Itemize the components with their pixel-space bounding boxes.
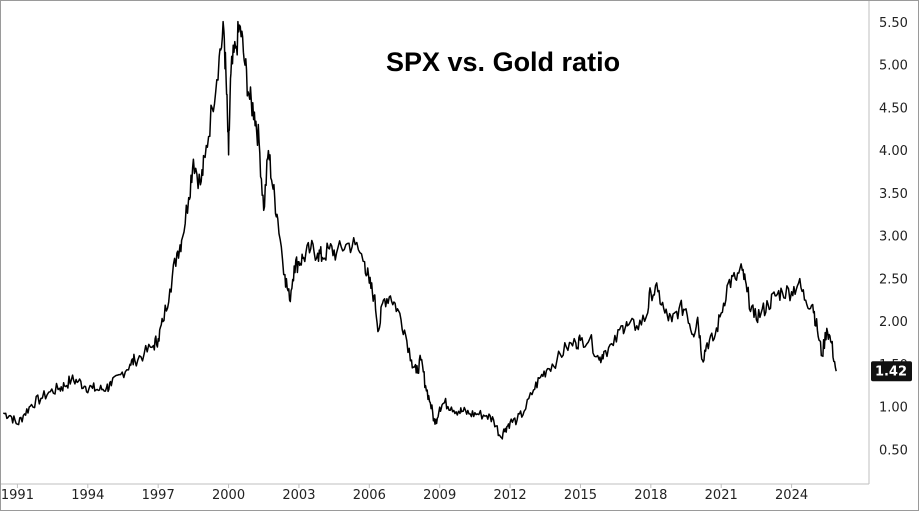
x-tick-label: 2000 [212,488,245,503]
x-tick-label: 1991 [1,488,34,503]
x-tick-label: 2003 [282,488,315,503]
x-tick-label: 1994 [71,488,104,503]
x-tick-label: 2009 [423,488,456,503]
x-tick-label: 2024 [775,488,808,503]
y-tick-label: 4.50 [879,101,908,116]
x-tick-label: 1997 [142,488,175,503]
y-tick-label: 4.00 [879,144,908,159]
x-tick-label: 2012 [494,488,527,503]
series-line [2,20,837,440]
chart-title: SPX vs. Gold ratio [386,47,620,77]
last-value-badge: 1.42 [871,361,912,382]
y-tick-label: 2.00 [879,315,908,330]
y-tick-label: 0.50 [879,443,908,458]
y-tick-label: 2.50 [879,272,908,287]
x-tick-label: 2015 [564,488,597,503]
y-tick-label: 1.00 [879,401,908,416]
last-value-badge-bg [871,361,912,382]
y-tick-label: 5.00 [879,59,908,74]
y-tick-label: 5.50 [879,16,908,31]
y-tick-label: 3.50 [879,187,908,202]
y-tick-label: 3.00 [879,230,908,245]
x-tick-labels: 1991 1994 1997 2000 2003 2006 2009 2012 2015 2018… [1,484,808,503]
last-value-label: 1.42 [875,365,907,380]
x-tick-label: 2021 [705,488,738,503]
y-tick-labels: 0.501.001.502.002.503.003.504.004.505.00… [879,16,908,458]
x-tick-label: 2006 [353,488,386,503]
x-tick-label: 2018 [634,488,667,503]
